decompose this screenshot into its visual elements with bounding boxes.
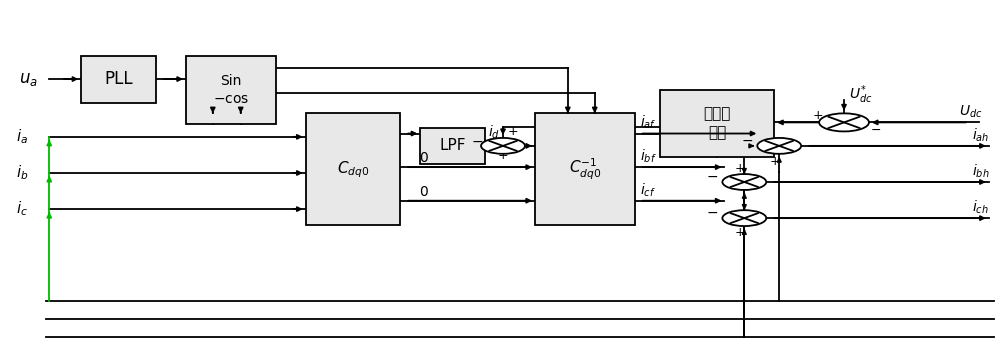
FancyBboxPatch shape: [660, 90, 774, 157]
FancyBboxPatch shape: [420, 128, 485, 164]
Text: $C_{dq0}^{-1}$: $C_{dq0}^{-1}$: [569, 157, 601, 182]
Text: $i_a$: $i_a$: [16, 127, 28, 146]
Text: $0$: $0$: [419, 151, 429, 165]
Text: $+$: $+$: [812, 109, 823, 122]
Text: $i_c$: $i_c$: [16, 200, 28, 218]
Text: $U_{dc}^{*}$: $U_{dc}^{*}$: [849, 83, 873, 106]
Text: $-$: $-$: [706, 205, 719, 219]
Text: $C_{dq0}$: $C_{dq0}$: [337, 159, 369, 180]
Text: $i_b$: $i_b$: [16, 164, 29, 182]
Text: $-$: $-$: [706, 169, 719, 183]
Text: $i_d$: $i_d$: [488, 124, 500, 141]
Text: $-$: $-$: [471, 134, 483, 147]
Text: $-$: $-$: [870, 123, 881, 135]
Text: $+$: $+$: [497, 149, 508, 162]
Text: $+$: $+$: [769, 155, 780, 168]
Text: $i_{af}$: $i_{af}$: [640, 114, 656, 131]
FancyBboxPatch shape: [535, 113, 635, 225]
Text: $i_{bf}$: $i_{bf}$: [640, 148, 656, 165]
Text: Sin
$-$cos: Sin $-$cos: [213, 74, 249, 106]
Text: $+$: $+$: [507, 125, 518, 138]
Text: $0$: $0$: [419, 185, 429, 199]
Text: 情感控
制器: 情感控 制器: [703, 107, 731, 140]
Text: LPF: LPF: [439, 138, 466, 153]
Text: $U_{dc}$: $U_{dc}$: [959, 104, 982, 120]
Text: $+$: $+$: [734, 226, 745, 239]
Text: $i_{ch}$: $i_{ch}$: [972, 199, 988, 216]
Circle shape: [722, 174, 766, 190]
Circle shape: [819, 113, 869, 131]
Text: $+$: $+$: [734, 162, 745, 175]
Text: $i_{bh}$: $i_{bh}$: [972, 162, 989, 180]
FancyBboxPatch shape: [306, 113, 400, 225]
Text: $-$: $-$: [741, 133, 753, 147]
Text: PLL: PLL: [104, 70, 133, 88]
FancyBboxPatch shape: [186, 56, 276, 124]
Text: $i_{ah}$: $i_{ah}$: [972, 126, 989, 144]
Circle shape: [481, 138, 525, 154]
Circle shape: [757, 138, 801, 154]
FancyBboxPatch shape: [81, 56, 156, 103]
Circle shape: [722, 210, 766, 226]
Text: $u_a$: $u_a$: [19, 70, 38, 88]
Text: $i_{cf}$: $i_{cf}$: [640, 181, 655, 199]
